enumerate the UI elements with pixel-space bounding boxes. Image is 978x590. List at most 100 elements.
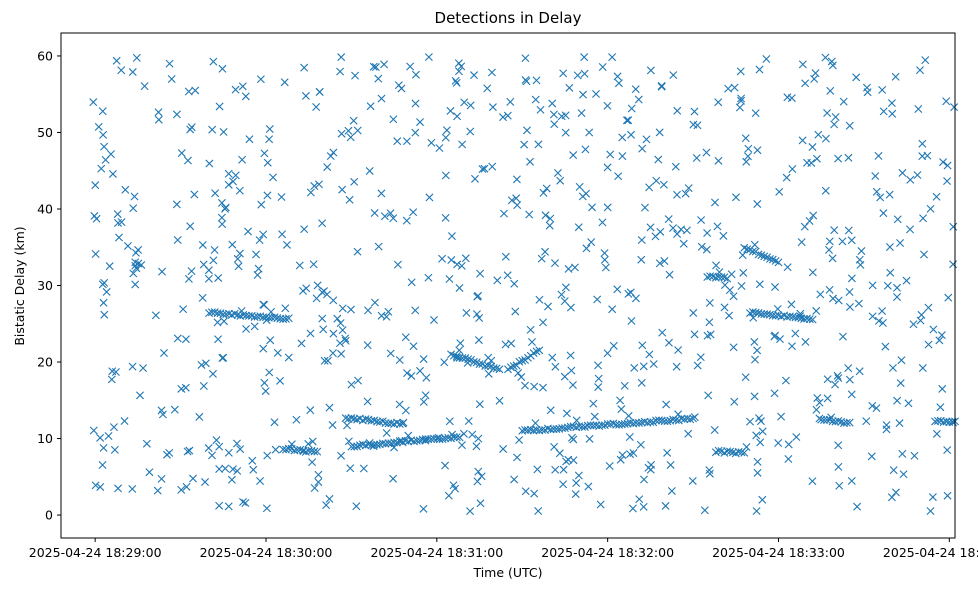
data-point — [528, 338, 536, 346]
data-point — [627, 316, 636, 325]
data-point — [214, 335, 223, 344]
data-point — [370, 209, 379, 218]
data-point — [110, 445, 119, 454]
data-point — [235, 249, 244, 258]
data-point — [755, 414, 763, 423]
data-point — [757, 251, 766, 260]
data-point — [419, 504, 428, 513]
data-point — [466, 127, 475, 136]
data-point — [589, 399, 598, 408]
data-point — [874, 151, 883, 160]
data-point — [618, 133, 627, 142]
data-point — [539, 318, 548, 327]
data-point — [345, 195, 354, 204]
data-point — [842, 418, 851, 427]
data-point — [254, 264, 263, 273]
data-point — [613, 72, 622, 81]
data-point — [660, 257, 669, 266]
data-point — [318, 288, 327, 297]
data-point — [393, 137, 402, 146]
data-point — [419, 397, 428, 406]
data-point — [808, 268, 817, 277]
data-point — [235, 186, 244, 195]
data-point — [158, 410, 167, 419]
data-point — [371, 63, 380, 72]
data-point — [278, 230, 287, 239]
data-point — [409, 342, 418, 351]
data-point — [380, 212, 389, 221]
y-tick-label: 20 — [37, 355, 53, 370]
data-point — [548, 99, 557, 108]
data-point — [616, 455, 625, 464]
data-point — [770, 389, 779, 398]
data-point — [914, 105, 923, 114]
data-point — [852, 73, 861, 82]
data-point — [512, 361, 521, 370]
data-point — [245, 135, 254, 144]
data-point — [297, 339, 306, 348]
data-point — [737, 282, 746, 290]
data-point — [472, 442, 481, 451]
data-point — [233, 310, 242, 319]
data-point — [407, 278, 416, 287]
data-point — [663, 417, 672, 426]
data-point — [791, 329, 800, 338]
data-point — [229, 177, 238, 186]
data-point — [501, 340, 510, 349]
data-point — [129, 269, 138, 278]
x-tick-label: 2025-04-24 18:33:00 — [712, 545, 845, 560]
data-point — [788, 342, 796, 351]
data-point — [893, 215, 902, 224]
data-point — [259, 300, 268, 309]
data-point — [435, 144, 444, 153]
data-point — [104, 432, 113, 440]
data-point — [898, 449, 907, 458]
data-point — [238, 82, 247, 91]
data-point — [503, 111, 512, 120]
data-point — [664, 215, 673, 224]
data-point — [347, 414, 356, 423]
data-point — [464, 355, 473, 364]
data-point — [744, 144, 753, 153]
data-point — [397, 84, 406, 93]
data-point — [308, 458, 317, 467]
data-point — [329, 296, 338, 305]
data-point — [910, 451, 919, 460]
data-point — [282, 240, 291, 249]
data-point — [546, 214, 555, 223]
data-point — [580, 69, 589, 78]
data-point — [771, 283, 780, 292]
data-point — [557, 290, 566, 299]
data-point — [638, 341, 647, 350]
data-point — [797, 238, 806, 247]
data-point — [411, 128, 420, 137]
data-point — [488, 103, 497, 112]
data-point — [381, 419, 390, 428]
data-point — [91, 481, 100, 490]
data-point — [97, 164, 106, 173]
data-point — [114, 484, 123, 493]
data-point — [484, 353, 493, 362]
data-point — [265, 135, 274, 144]
data-point — [204, 444, 213, 453]
data-point — [295, 261, 304, 270]
data-point — [620, 381, 629, 390]
data-point — [608, 53, 617, 62]
data-point — [781, 376, 790, 385]
data-point — [224, 448, 233, 457]
data-point — [273, 348, 282, 357]
data-point — [750, 337, 759, 346]
data-point — [211, 189, 220, 198]
data-point — [555, 449, 564, 458]
data-point — [783, 263, 792, 272]
data-point — [566, 303, 575, 312]
data-point — [756, 438, 765, 447]
data-point — [177, 485, 186, 494]
data-point — [573, 71, 582, 80]
data-point — [416, 366, 424, 375]
data-point — [627, 104, 636, 113]
data-point — [939, 158, 948, 167]
data-point — [594, 383, 603, 392]
data-point — [593, 295, 602, 304]
data-point — [220, 317, 229, 326]
